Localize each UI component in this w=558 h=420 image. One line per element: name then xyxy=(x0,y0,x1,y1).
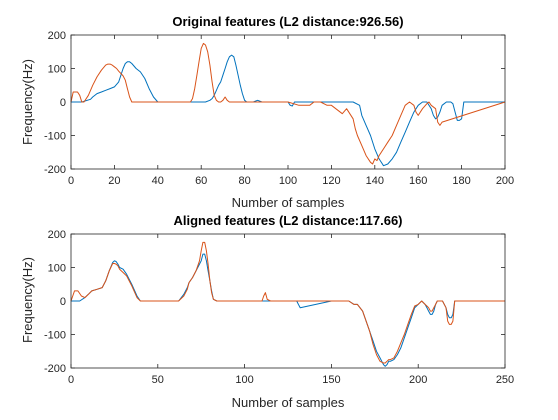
top-chart-ytick-label: 200 xyxy=(48,30,66,42)
top-chart-xlabel: Number of samples xyxy=(232,195,345,210)
bottom-chart-ytick-label: -200 xyxy=(44,363,66,375)
bottom-chart-lines xyxy=(70,241,505,367)
top-chart-lines xyxy=(70,42,506,167)
top-chart-xtick-label: 180 xyxy=(452,175,470,187)
top-chart-xtick-label: 200 xyxy=(496,175,514,187)
top-chart-series-1-line xyxy=(71,54,505,167)
bottom-chart-ytick-label: -100 xyxy=(44,330,66,342)
top-chart-xtick-label: 120 xyxy=(322,175,340,187)
top-chart-xtick-label: 40 xyxy=(152,175,164,187)
top-chart-xtick-label: 0 xyxy=(68,175,74,187)
bottom-chart-panel: Aligned features (L2 distance:117.66) Nu… xyxy=(20,213,514,410)
top-chart-ytick-label: -200 xyxy=(44,164,66,176)
bottom-chart-title: Aligned features (L2 distance:117.66) xyxy=(173,213,402,228)
top-chart-ytick-label: -100 xyxy=(44,131,66,143)
bottom-chart-xtick-label: 200 xyxy=(409,374,427,386)
top-chart-panel: Original features (L2 distance:926.56) N… xyxy=(20,14,514,210)
bottom-chart-xtick-label: 150 xyxy=(322,374,340,386)
bottom-chart-xlabel: Number of samples xyxy=(232,395,345,410)
bottom-chart-xtick-label: 100 xyxy=(235,374,253,386)
bottom-chart-ylabel: Frequency(Hz) xyxy=(20,257,35,343)
top-chart-ytick-label: 0 xyxy=(60,97,66,109)
bottom-chart-xtick-label: 0 xyxy=(68,374,74,386)
bottom-chart-ticks: 0 50 100 150 200 250 -200 -100 0 100 200 xyxy=(44,229,514,386)
top-chart-ticks: 0 20 40 60 80 100 120 140 160 180 200 -200 -100 0 100 2… xyxy=(44,30,514,187)
top-chart-xtick-label: 80 xyxy=(238,175,250,187)
bottom-chart-ytick-label: 0 xyxy=(60,296,66,308)
bottom-chart-axes-box xyxy=(70,233,506,369)
top-chart-xtick-label: 160 xyxy=(409,175,427,187)
top-chart-xtick-label: 140 xyxy=(366,175,384,187)
top-chart-series-2-line xyxy=(70,42,506,165)
top-chart-title: Original features (L2 distance:926.56) xyxy=(172,14,403,29)
top-chart-axes-box xyxy=(70,34,506,170)
bottom-chart-series-2-line xyxy=(70,241,505,364)
top-chart-xtick-label: 20 xyxy=(108,175,120,187)
bottom-chart-xtick-label: 50 xyxy=(152,374,164,386)
top-chart-xtick-label: 60 xyxy=(195,175,207,187)
bottom-chart-ytick-label: 200 xyxy=(48,229,66,241)
bottom-chart-xtick-label: 250 xyxy=(496,374,514,386)
top-chart-xtick-label: 100 xyxy=(279,175,297,187)
top-chart-ylabel: Frequency(Hz) xyxy=(20,59,35,145)
top-chart-ytick-label: 100 xyxy=(48,64,66,76)
bottom-chart-ytick-label: 100 xyxy=(48,263,66,275)
